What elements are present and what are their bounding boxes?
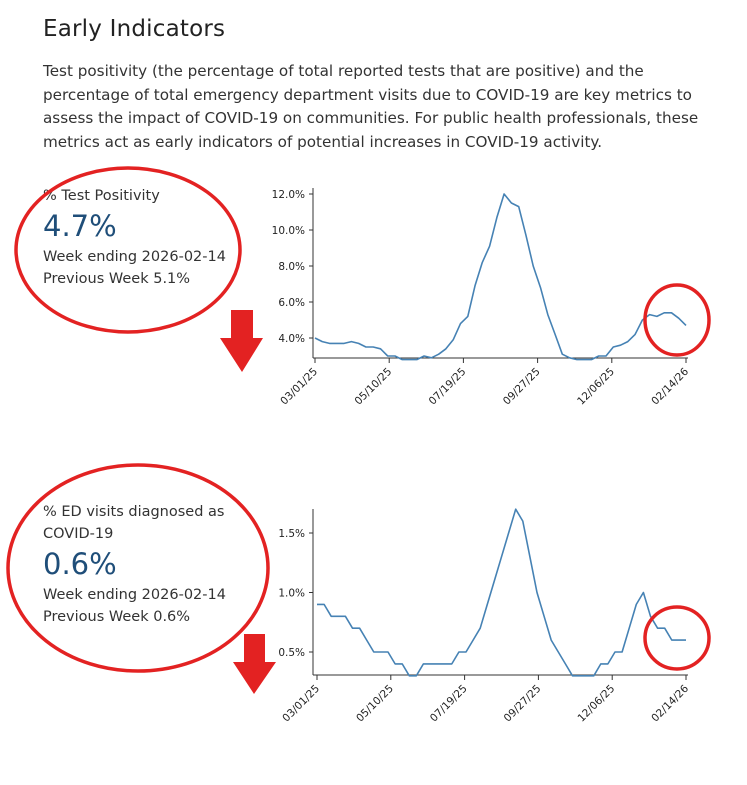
y-tick-label: 12.0%	[272, 189, 305, 201]
x-tick-label: 02/14/26	[649, 682, 691, 724]
x-tick-label: 03/01/25	[280, 683, 322, 725]
section-description: Test positivity (the percentage of total…	[43, 62, 699, 151]
y-tick-label: 8.0%	[278, 261, 305, 273]
y-tick-label: 1.0%	[278, 588, 305, 600]
x-tick-label: 05/10/25	[354, 683, 396, 725]
series-line	[317, 508, 686, 677]
section-title: Early Indicators	[43, 16, 226, 42]
x-tick-label: 12/06/25	[575, 683, 617, 725]
y-tick-label: 10.0%	[272, 225, 305, 237]
y-tick-label: 0.5%	[278, 647, 305, 659]
x-tick-label: 07/19/25	[428, 683, 470, 725]
y-tick-label: 4.0%	[278, 333, 305, 345]
y-tick-label: 6.0%	[278, 297, 305, 309]
x-tick-label: 09/27/25	[502, 683, 544, 725]
y-tick-label: 1.5%	[278, 528, 305, 540]
series-line	[314, 193, 687, 361]
